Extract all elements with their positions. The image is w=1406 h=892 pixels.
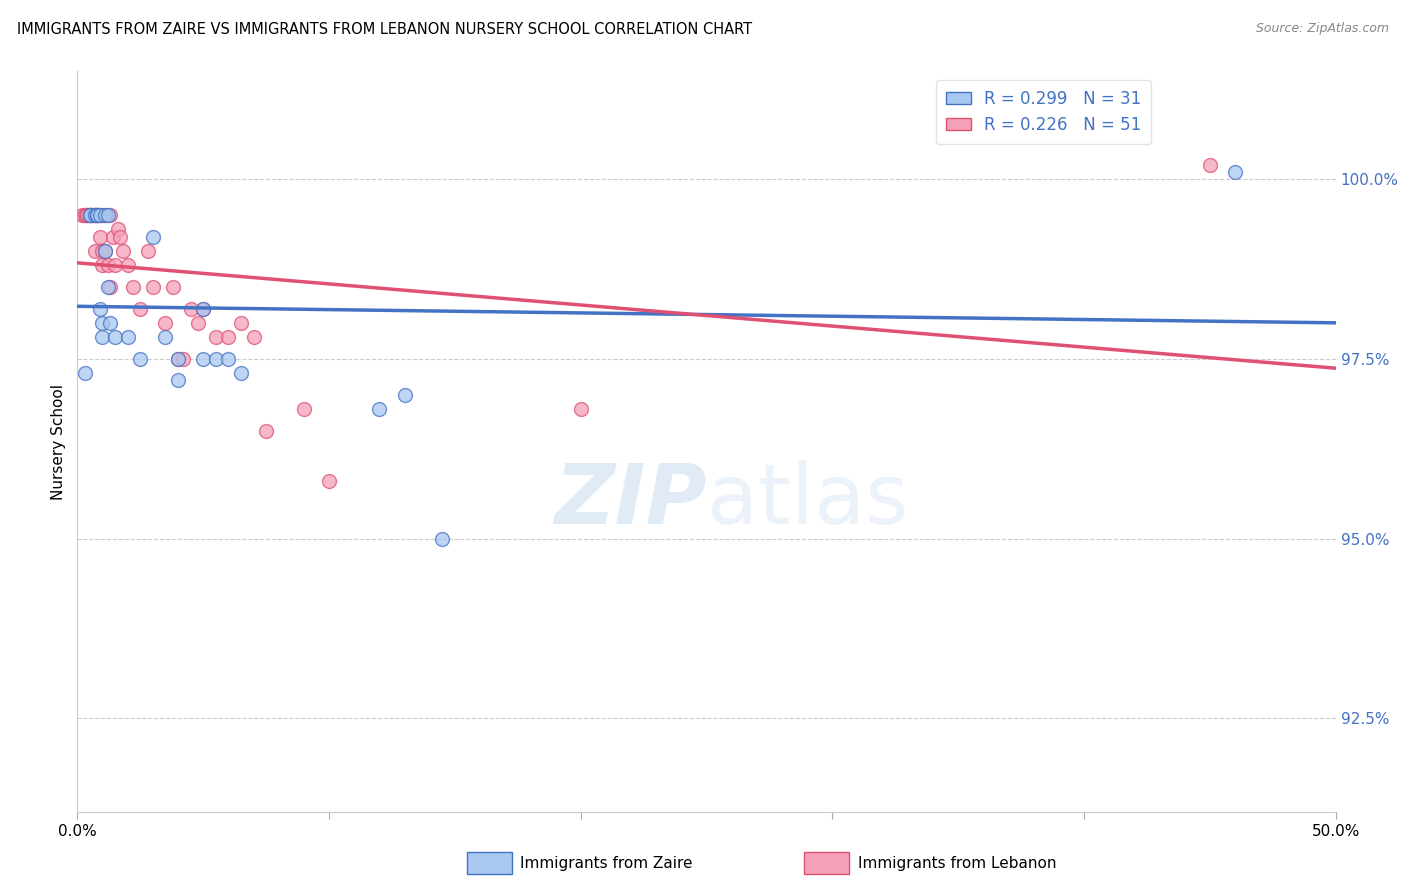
Point [204, 351, 226, 366]
Point [79, 208, 101, 222]
Point [167, 374, 190, 388]
Point [94, 208, 117, 222]
Point [91, 259, 114, 273]
Point [98, 316, 121, 330]
Point [155, 316, 177, 330]
Point [73, 208, 96, 222]
Text: ZIP: ZIP [554, 460, 707, 541]
Point [318, 474, 340, 488]
Point [82, 208, 104, 222]
Point [121, 280, 143, 294]
Point [96, 259, 118, 273]
Point [79, 208, 101, 222]
Text: Immigrants from Zaire: Immigrants from Zaire [520, 856, 693, 871]
Point [142, 229, 165, 244]
Point [94, 244, 117, 258]
Text: Immigrants from Lebanon: Immigrants from Lebanon [858, 856, 1056, 871]
Point [84, 208, 107, 222]
Legend: R = 0.299   N = 31, R = 0.226   N = 51: R = 0.299 N = 31, R = 0.226 N = 51 [935, 79, 1152, 144]
Point [73, 208, 96, 222]
Text: Source: ZipAtlas.com: Source: ZipAtlas.com [1256, 22, 1389, 36]
Point [162, 280, 184, 294]
Point [1223, 165, 1246, 179]
Point [84, 208, 107, 222]
Point [368, 402, 391, 417]
Point [167, 351, 190, 366]
Point [104, 330, 127, 344]
Point [104, 259, 127, 273]
Point [108, 229, 131, 244]
Point [89, 208, 111, 222]
Point [84, 244, 107, 258]
Y-axis label: Nursery School: Nursery School [51, 384, 66, 500]
Point [79, 208, 101, 222]
Point [76, 208, 98, 222]
Point [89, 229, 111, 244]
Point [94, 244, 117, 258]
Point [96, 280, 118, 294]
Point [86, 208, 108, 222]
Point [569, 402, 592, 417]
Point [84, 208, 107, 222]
Point [217, 330, 239, 344]
Point [1198, 158, 1220, 172]
Text: IMMIGRANTS FROM ZAIRE VS IMMIGRANTS FROM LEBANON NURSERY SCHOOL CORRELATION CHAR: IMMIGRANTS FROM ZAIRE VS IMMIGRANTS FROM… [17, 22, 752, 37]
Point [91, 330, 114, 344]
Point [229, 366, 252, 380]
Point [91, 208, 114, 222]
Point [72, 208, 94, 222]
Point [111, 244, 134, 258]
Point [91, 244, 114, 258]
Point [187, 316, 209, 330]
Point [172, 351, 194, 366]
Point [180, 301, 202, 316]
Point [73, 366, 96, 380]
Point [98, 208, 121, 222]
Point [129, 351, 152, 366]
Point [117, 259, 139, 273]
Point [242, 330, 264, 344]
Point [86, 208, 108, 222]
Point [254, 424, 277, 438]
Point [191, 301, 215, 316]
Point [142, 280, 165, 294]
Point [96, 208, 118, 222]
Point [101, 229, 124, 244]
Point [191, 351, 215, 366]
Point [432, 532, 454, 546]
Point [155, 330, 177, 344]
Point [89, 301, 111, 316]
Point [217, 351, 239, 366]
Point [79, 208, 101, 222]
Point [94, 208, 117, 222]
Point [98, 280, 121, 294]
Point [86, 208, 108, 222]
Point [91, 316, 114, 330]
Point [82, 208, 104, 222]
Point [394, 388, 416, 402]
Point [167, 351, 190, 366]
Text: atlas: atlas [707, 460, 908, 541]
Point [204, 330, 226, 344]
Point [136, 244, 159, 258]
Point [107, 222, 129, 236]
Point [292, 402, 315, 417]
Point [76, 208, 98, 222]
Point [79, 208, 101, 222]
Point [229, 316, 252, 330]
Point [86, 208, 108, 222]
Point [117, 330, 139, 344]
Point [129, 301, 152, 316]
Point [191, 301, 215, 316]
Point [89, 208, 111, 222]
